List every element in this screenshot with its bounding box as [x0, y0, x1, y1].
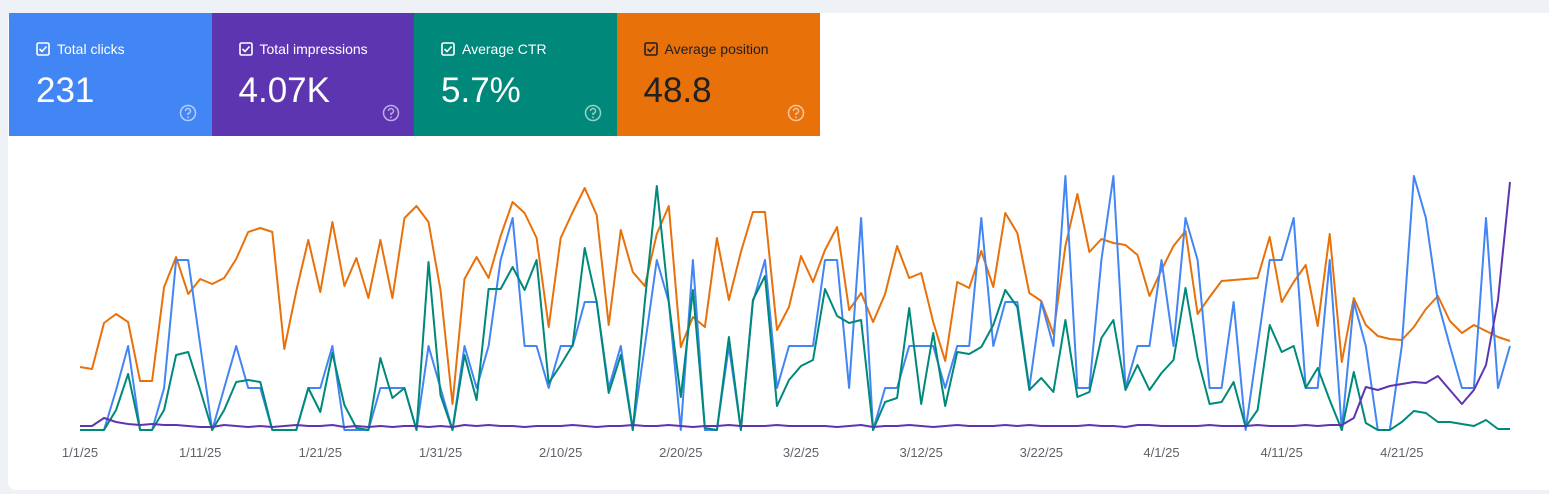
help-icon[interactable] [584, 104, 602, 122]
metric-value: 231 [36, 71, 95, 110]
x-tick-label: 4/21/25 [1380, 445, 1423, 460]
metric-value: 48.8 [643, 71, 712, 110]
metric-card[interactable]: Average CTR 5.7% [414, 13, 617, 136]
series-line [80, 185, 1510, 431]
metric-label: Average position [664, 41, 769, 57]
x-tick-label: 1/21/25 [299, 445, 342, 460]
x-tick-label: 2/10/25 [539, 445, 582, 460]
series-line [80, 175, 1511, 431]
x-tick-label: 3/22/25 [1020, 445, 1063, 460]
metric-card[interactable]: Total clicks 231 [9, 13, 212, 136]
help-icon[interactable] [787, 104, 805, 122]
metric-label: Average CTR [462, 41, 547, 57]
metric-label: Total clicks [57, 41, 125, 57]
checkbox[interactable] [36, 42, 50, 56]
x-tick-label: 2/20/25 [659, 445, 702, 460]
help-icon[interactable] [382, 104, 400, 122]
x-tick-label: 3/12/25 [899, 445, 942, 460]
metric-value: 5.7% [441, 71, 521, 110]
checkbox[interactable] [643, 42, 658, 56]
x-tick-label: 4/11/25 [1260, 445, 1302, 460]
metric-card[interactable]: Total impressions 4.07K [211, 13, 415, 136]
x-tick-label: 3/2/25 [783, 445, 819, 460]
checkbox[interactable] [441, 42, 455, 56]
x-tick-label: 1/1/25 [62, 445, 98, 460]
series-line [79, 187, 1511, 405]
metric-card[interactable]: Average position 48.8 [616, 13, 820, 136]
x-tick-label: 4/1/25 [1143, 445, 1179, 460]
series-line [80, 181, 1511, 428]
x-tick-label: 1/11/25 [179, 445, 221, 460]
checkbox[interactable] [238, 42, 253, 56]
x-tick-label: 1/31/25 [419, 445, 462, 460]
help-icon[interactable] [179, 104, 197, 122]
metric-label: Total impressions [259, 41, 368, 57]
metric-value: 4.07K [238, 71, 330, 110]
